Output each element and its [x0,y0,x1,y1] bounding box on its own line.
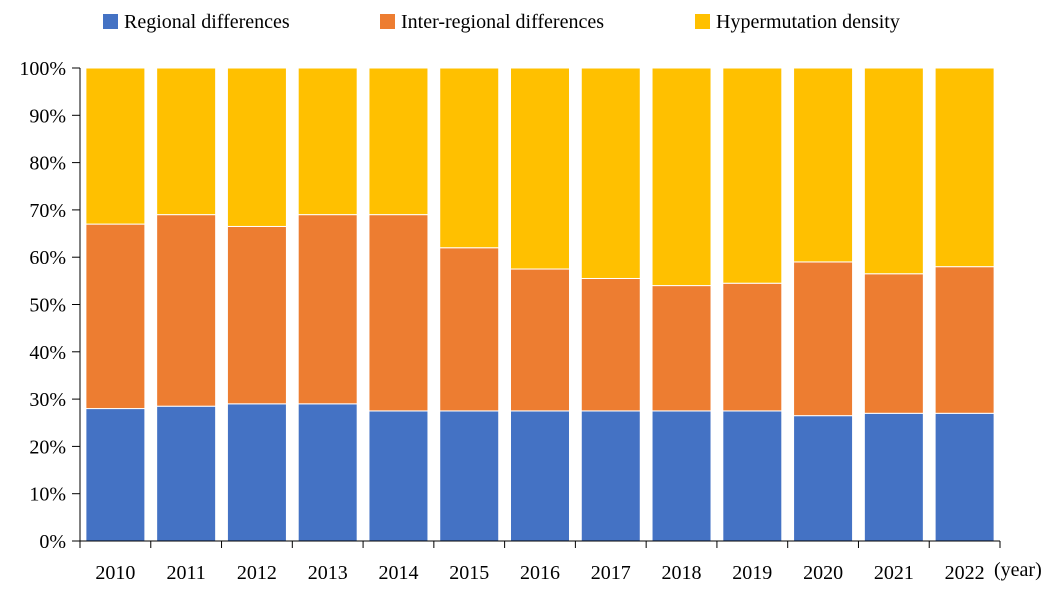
bar-segment-2016-series-2 [510,67,570,270]
bar-segment-2022-series-0 [934,412,995,542]
x-tick-label: 2013 [308,562,348,584]
legend-label-0: Regional differences [124,11,290,33]
y-tick-label: 0% [39,531,66,553]
x-tick-label: 2014 [378,562,418,584]
bar-segment-2021-series-1 [863,273,924,414]
bar-segment-2013-series-1 [297,214,358,405]
x-tick-label: 2018 [662,562,702,584]
bar-segment-2011-series-1 [156,214,217,407]
bar-segment-2018-series-1 [651,285,712,412]
x-tick-label: 2012 [237,562,277,584]
bar-segment-2021-series-2 [863,67,924,275]
y-axis: 0% 10% 20% 30% 40% 50% 60% 70% 80% 90% 100% [19,58,81,553]
bar-segment-2016-series-0 [510,410,570,542]
x-tick-label: 2011 [167,562,206,584]
x-tick-label: 2010 [95,562,135,584]
bar-segment-2015-series-1 [439,247,500,412]
x-tick-label: 2017 [591,562,631,584]
y-tick-label: 70% [29,200,66,222]
bar-segment-2018-series-2 [651,67,712,287]
bar-segment-2013-series-0 [297,403,358,542]
bar-segment-2017-series-1 [580,277,641,412]
legend-label-1: Inter-regional differences [401,11,604,33]
bar-segment-2020-series-1 [793,261,854,417]
y-tick-label: 80% [29,153,66,175]
y-tick-label: 10% [29,484,66,506]
bar-segment-2019-series-0 [722,410,783,542]
x-tick-label: 2022 [945,562,985,584]
bar-segment-2012-series-1 [226,225,287,405]
y-tick-label: 20% [29,436,66,458]
bar-segment-2014-series-2 [368,67,429,216]
legend-swatch-0 [103,14,118,29]
bar-segment-2013-series-2 [297,67,358,216]
bar-segment-2017-series-0 [580,410,641,542]
y-tick-label: 40% [29,342,66,364]
bar-segment-2011-series-0 [156,405,217,542]
bar-segment-2010-series-0 [85,408,146,542]
x-tick-label: 2016 [520,562,560,584]
bar-segment-2019-series-2 [722,67,783,284]
legend: Regional differences Inter-regional diffe… [103,11,900,33]
bar-segment-2010-series-2 [85,67,146,225]
bar-segment-2015-series-0 [439,410,500,542]
bar-segment-2022-series-2 [934,67,995,268]
legend-swatch-1 [380,14,395,29]
bar-segment-2012-series-2 [226,67,287,227]
y-tick-label: 100% [19,58,66,80]
bar-segment-2014-series-1 [368,214,429,412]
bar-segment-2015-series-2 [439,67,500,249]
legend-label-2: Hypermutation density [716,11,900,33]
bar-segment-2010-series-1 [85,223,146,410]
bar-segment-2020-series-2 [793,67,854,263]
y-tick-label: 60% [29,247,66,269]
bars [85,67,995,542]
bar-segment-2014-series-0 [368,410,429,542]
x-axis-unit-label: (year) [994,559,1042,581]
x-tick-label: 2015 [449,562,489,584]
y-tick-label: 90% [29,105,66,127]
legend-swatch-2 [695,14,710,29]
bar-segment-2017-series-2 [580,67,641,279]
bar-segment-2022-series-1 [934,266,995,414]
bar-segment-2019-series-1 [722,282,783,412]
x-tick-label: 2020 [803,562,843,584]
x-tick-label: 2019 [732,562,772,584]
bar-segment-2021-series-0 [863,412,924,542]
x-tick-label: 2021 [874,562,914,584]
bar-segment-2012-series-0 [226,403,287,542]
bar-segment-2011-series-2 [156,67,217,216]
bar-segment-2020-series-0 [793,415,854,542]
bar-segment-2016-series-1 [510,268,570,412]
bar-segment-2018-series-0 [651,410,712,542]
x-axis: 2010 2011 2012 2013 2014 2015 2016 2017 2018 2019… [79,540,1001,584]
y-tick-label: 30% [29,389,66,411]
y-tick-label: 50% [29,295,66,317]
